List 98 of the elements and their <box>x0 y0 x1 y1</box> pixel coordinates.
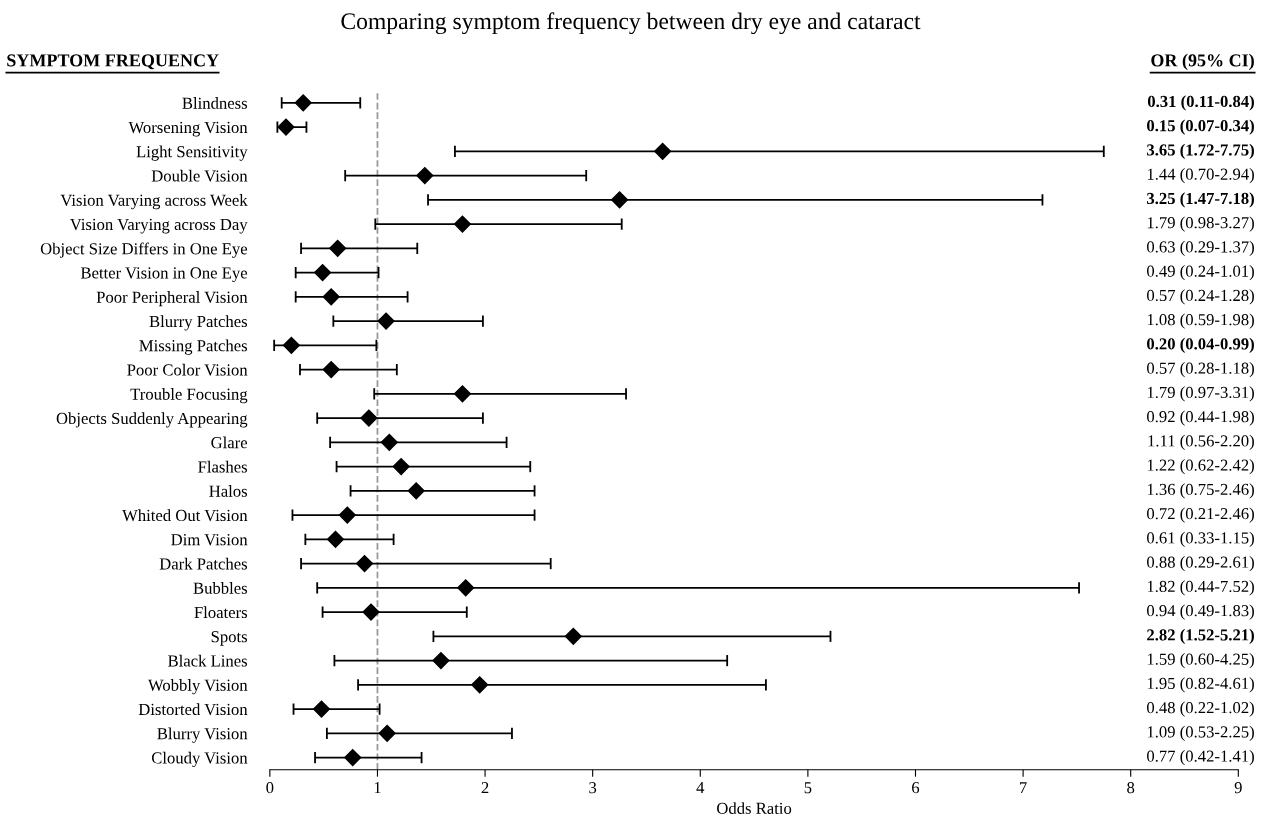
point <box>457 579 475 597</box>
point <box>377 312 395 330</box>
y-tick-label: Light Sensitivity <box>136 145 248 161</box>
annotation: 0.77 (0.42-1.41) <box>1147 750 1254 766</box>
y-tick-label: Vision Varying across Day <box>69 218 248 234</box>
x-tick-label: 8 <box>1127 782 1135 794</box>
point <box>360 409 378 427</box>
y-tick-label: Blindness <box>182 97 248 109</box>
x-tick-label: 7 <box>1020 782 1027 794</box>
annotation: 1.36 (0.75-2.46) <box>1147 483 1254 499</box>
x-tick-label: 9 <box>1234 782 1242 794</box>
point <box>564 627 582 645</box>
annotation: 0.20 (0.04-0.99) <box>1147 337 1254 353</box>
annotation: 3.65 (1.72-7.75) <box>1147 143 1254 159</box>
y-tick-label: Poor Peripheral Vision <box>96 291 248 307</box>
y-tick-label: Glare <box>211 436 248 449</box>
annotation: 0.88 (0.29-2.61) <box>1147 556 1254 572</box>
y-tick-label: Poor Color Vision <box>127 363 248 376</box>
annotation: 1.44 (0.70-2.94) <box>1147 168 1254 184</box>
y-tick-label: Cloudy Vision <box>151 751 248 767</box>
y-tick-label: Dim Vision <box>171 534 248 546</box>
y-tick-label: Blurry Patches <box>149 315 248 331</box>
point <box>362 603 380 621</box>
point <box>392 458 410 476</box>
y-tick-label: Blurry Vision <box>157 727 248 743</box>
point <box>611 191 629 209</box>
y-tick-label: Object Size Differs in One Eye <box>40 242 248 258</box>
y-tick-label: Black Lines <box>168 654 248 667</box>
x-tick-label: 1 <box>374 782 381 794</box>
annotation: 1.79 (0.98-3.27) <box>1147 216 1254 232</box>
x-tick-label: 6 <box>912 782 920 794</box>
point <box>654 142 672 160</box>
annotation: 0.49 (0.24-1.01) <box>1147 265 1254 281</box>
point <box>471 676 489 694</box>
y-tick-label: Vision Varying across Week <box>60 194 248 210</box>
annotation: 0.94 (0.49-1.83) <box>1147 604 1254 620</box>
annotation: 1.59 (0.60-4.25) <box>1147 653 1254 669</box>
annotation: 0.72 (0.21-2.46) <box>1147 507 1254 523</box>
text: OR (95% CI) <box>1151 53 1254 71</box>
point <box>322 361 340 379</box>
y-tick-label: Spots <box>211 631 248 646</box>
chart-title: Comparing symptom frequency between dry eye and cataract <box>341 12 921 35</box>
annotation: 1.79 (0.97-3.31) <box>1147 386 1254 402</box>
y-tick-label: Missing Patches <box>139 339 248 355</box>
point <box>453 385 472 403</box>
point <box>380 433 398 451</box>
point <box>344 749 362 767</box>
point <box>432 652 450 670</box>
point <box>378 724 396 742</box>
annotation: 1.22 (0.62-2.42) <box>1147 459 1254 475</box>
point <box>277 118 295 136</box>
point <box>453 215 472 233</box>
y-tick-label: Distorted Vision <box>138 703 248 716</box>
point <box>329 239 347 257</box>
point <box>338 506 356 524</box>
point <box>312 700 331 718</box>
annotation: 0.57 (0.28-1.18) <box>1147 362 1254 378</box>
y-tick-label: Dark Patches <box>159 557 248 570</box>
point <box>294 94 312 112</box>
y-tick-label: Whited Out Vision <box>122 509 248 522</box>
annotation: 1.08 (0.59-1.98) <box>1147 313 1254 329</box>
annotation: 1.11 (0.56-2.20) <box>1148 434 1254 450</box>
annotation: 0.48 (0.22-1.02) <box>1147 701 1254 717</box>
x-tick-label: 2 <box>481 782 489 794</box>
annotation: 3.25 (1.47-7.18) <box>1147 192 1254 208</box>
annotation: 1.82 (0.44-7.52) <box>1147 580 1254 596</box>
y-tick-label: Halos <box>209 485 248 497</box>
y-tick-label: Bubbles <box>193 582 248 594</box>
y-tick-label: Floaters <box>194 606 248 619</box>
y-tick-label: Trouble Focusing <box>130 388 248 404</box>
x-tick-label: 3 <box>589 782 597 794</box>
y-tick-label: Worsening Vision <box>128 121 248 137</box>
point <box>355 555 374 573</box>
x-tick-label: 0 <box>266 782 274 794</box>
y-tick-label: Wobbly Vision <box>147 679 248 695</box>
point <box>322 288 340 306</box>
point <box>326 530 345 548</box>
x-tick-label: 5 <box>804 782 812 794</box>
x-tick-label: 4 <box>696 782 705 794</box>
annotation: 2.82 (1.52-5.21) <box>1147 628 1254 644</box>
annotation: 1.09 (0.53-2.25) <box>1147 725 1254 741</box>
point <box>282 336 300 354</box>
annotation: 1.95 (0.82-4.61) <box>1147 677 1254 693</box>
y-axis-title: SYMPTOM FREQUENCY <box>7 54 219 70</box>
annotation: 0.61 (0.33-1.15) <box>1147 531 1254 547</box>
y-tick-label: Double Vision <box>151 169 248 182</box>
x-axis-title: Odds Ratio <box>717 802 792 814</box>
annotation: 0.15 (0.07-0.34) <box>1147 119 1254 135</box>
annotation: 0.57 (0.24-1.28) <box>1147 289 1254 305</box>
y-tick-label: Better Vision in One Eye <box>80 267 248 282</box>
annotation: 0.63 (0.29-1.37) <box>1147 240 1254 256</box>
point <box>314 264 332 282</box>
annotation: 0.31 (0.11-0.84) <box>1147 95 1254 111</box>
y-tick-label: Objects Suddenly Appearing <box>56 412 248 428</box>
y-tick-label: Flashes <box>198 460 248 473</box>
annotation: 0.92 (0.44-1.98) <box>1147 410 1254 426</box>
point <box>407 482 425 500</box>
point <box>416 167 434 185</box>
